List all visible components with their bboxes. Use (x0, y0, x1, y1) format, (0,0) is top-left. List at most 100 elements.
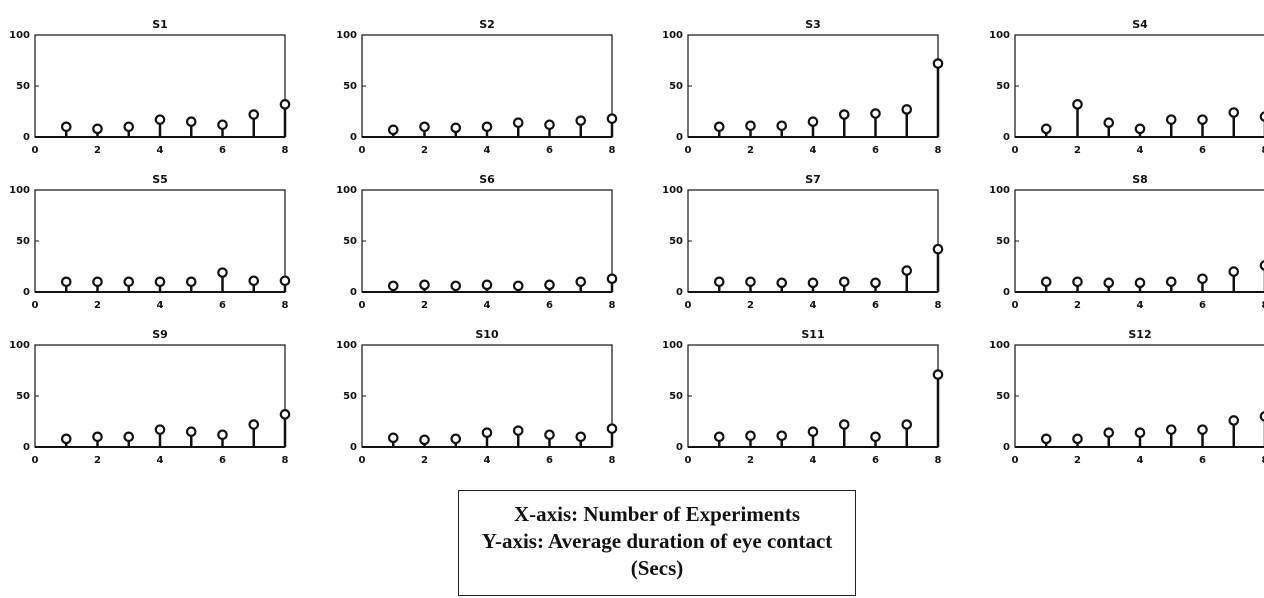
stem-marker (713, 121, 725, 133)
stem-marker (745, 276, 756, 288)
stem-marker (870, 431, 881, 443)
stem-marker (154, 114, 166, 125)
x-tick-label: 2 (421, 300, 428, 311)
y-tick-label: 100 (989, 340, 1010, 351)
x-tick-label: 8 (609, 455, 616, 466)
stem-marker (901, 419, 913, 430)
stem-marker (713, 276, 725, 288)
y-tick-label: 0 (676, 287, 683, 298)
y-tick-label: 100 (662, 185, 683, 196)
stem-marker (1197, 114, 1208, 125)
x-tick-label: 0 (32, 455, 39, 466)
stem-marker (60, 276, 72, 288)
subplot-title: S4 (1132, 18, 1148, 31)
x-tick-label: 6 (219, 300, 226, 311)
stem-marker (1228, 107, 1240, 118)
stem-marker (92, 123, 103, 135)
stem-marker (544, 429, 555, 441)
stem-marker (1134, 427, 1146, 439)
x-tick-label: 6 (1199, 455, 1206, 466)
x-tick-label: 8 (282, 145, 289, 156)
subplot-title: S2 (479, 18, 495, 31)
x-tick-label: 6 (1199, 145, 1206, 156)
plot-frame (361, 189, 613, 293)
y-tick-label: 0 (23, 442, 30, 453)
stem-marker (1165, 276, 1177, 288)
stem-marker (217, 429, 228, 441)
y-tick-label: 0 (1003, 132, 1010, 143)
stem-marker (1040, 433, 1052, 445)
x-tick-label: 6 (546, 145, 553, 156)
stem-marker (807, 426, 819, 437)
axis-note: X-axis: Number of Experiments Y-axis: Av… (458, 490, 856, 596)
stem-marker (575, 431, 587, 443)
y-tick-label: 0 (23, 287, 30, 298)
stem-marker (838, 109, 850, 120)
stem-marker (575, 115, 587, 126)
y-tick-label: 50 (996, 236, 1010, 247)
y-tick-label: 100 (336, 340, 357, 351)
x-tick-label: 6 (872, 455, 879, 466)
stem-marker (1072, 433, 1083, 445)
stem-marker (1134, 277, 1146, 289)
stem-marker (450, 122, 462, 134)
stem-marker (279, 409, 291, 420)
x-tick-label: 4 (810, 455, 817, 466)
stem-marker (154, 424, 166, 435)
x-tick-label: 2 (747, 145, 754, 156)
stem-marker (1259, 260, 1264, 271)
x-tick-label: 8 (1262, 145, 1264, 156)
stem-marker (1197, 273, 1208, 285)
y-tick-label: 0 (350, 442, 357, 453)
stem-marker (932, 58, 944, 69)
stem-marker (544, 119, 555, 131)
stem-marker (1228, 415, 1240, 426)
y-tick-label: 100 (989, 30, 1010, 41)
subplot-title: S6 (479, 173, 495, 186)
stem-marker (512, 117, 524, 129)
y-tick-label: 0 (1003, 287, 1010, 298)
x-tick-label: 0 (1012, 455, 1019, 466)
stem-marker (419, 434, 430, 446)
y-tick-label: 0 (1003, 442, 1010, 453)
stem-marker (92, 276, 103, 288)
stem-marker (606, 423, 618, 434)
subplot-title: S7 (805, 173, 821, 186)
x-tick-label: 0 (685, 455, 692, 466)
stem-marker (1259, 411, 1264, 422)
x-tick-label: 0 (359, 300, 366, 311)
stem-marker (450, 433, 462, 445)
x-tick-label: 2 (1074, 455, 1081, 466)
y-tick-label: 0 (350, 132, 357, 143)
subplot-title: S3 (805, 18, 821, 31)
y-tick-label: 100 (662, 340, 683, 351)
stem-marker (123, 121, 135, 133)
x-tick-label: 0 (32, 145, 39, 156)
x-tick-label: 2 (1074, 145, 1081, 156)
x-tick-label: 6 (219, 145, 226, 156)
stem-marker (185, 426, 197, 437)
stem-marker (387, 280, 399, 292)
plot-frame (1014, 34, 1264, 138)
x-tick-label: 2 (421, 145, 428, 156)
y-tick-label: 50 (16, 236, 30, 247)
y-tick-label: 50 (343, 81, 357, 92)
stem-marker (807, 277, 819, 289)
stem-marker (606, 113, 618, 124)
y-tick-label: 50 (669, 391, 683, 402)
stem-marker (512, 280, 524, 292)
stem-marker (185, 276, 197, 288)
x-tick-label: 6 (219, 455, 226, 466)
subplot-title: S8 (1132, 173, 1148, 186)
y-tick-label: 0 (350, 287, 357, 298)
stem-marker (450, 280, 462, 292)
x-tick-label: 4 (484, 145, 491, 156)
subplot-title: S12 (1128, 328, 1151, 341)
x-tick-label: 0 (1012, 145, 1019, 156)
x-tick-label: 4 (484, 300, 491, 311)
x-tick-label: 6 (872, 145, 879, 156)
x-tick-label: 4 (1137, 300, 1144, 311)
x-tick-label: 6 (546, 455, 553, 466)
stem-marker (1040, 123, 1052, 135)
